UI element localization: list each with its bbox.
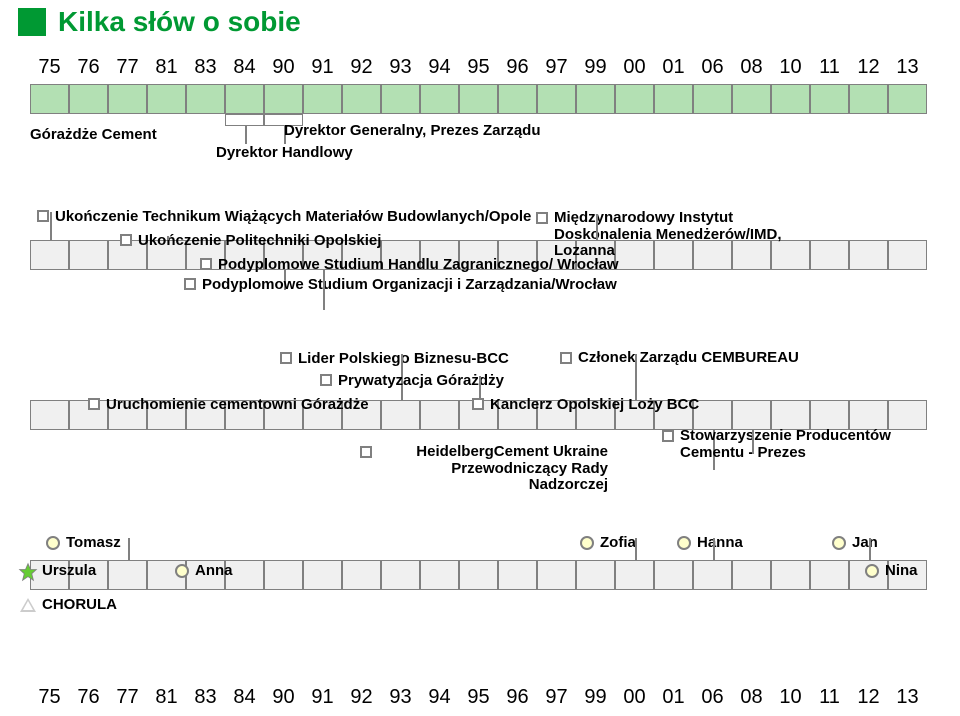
year-label: 91 bbox=[303, 56, 342, 79]
chorula-label: CHORULA bbox=[42, 596, 117, 613]
year-label: 10 bbox=[771, 56, 810, 79]
year-label: 08 bbox=[732, 686, 771, 709]
achievement-item-label: HeidelbergCement UkrainePrzewodniczący R… bbox=[378, 444, 608, 494]
family-member-label: Zofia bbox=[600, 534, 636, 551]
education-item-label: Międzynarodowy Instytut Doskonalenia Men… bbox=[554, 210, 824, 260]
family-member-label: Nina bbox=[885, 562, 918, 579]
year-label: 81 bbox=[147, 56, 186, 79]
year-axis-top: 7576778183849091929394959697990001060810… bbox=[30, 56, 927, 79]
year-label: 12 bbox=[849, 56, 888, 79]
year-label: 13 bbox=[888, 686, 927, 709]
year-label: 75 bbox=[30, 686, 69, 709]
circle-marker-icon bbox=[832, 536, 846, 550]
year-label: 93 bbox=[381, 56, 420, 79]
square-marker-icon bbox=[662, 430, 674, 442]
year-label: 10 bbox=[771, 686, 810, 709]
year-label: 83 bbox=[186, 56, 225, 79]
square-marker-icon bbox=[472, 398, 484, 410]
year-label: 94 bbox=[420, 686, 459, 709]
year-label: 84 bbox=[225, 56, 264, 79]
year-label: 06 bbox=[693, 56, 732, 79]
role-trade-director: Dyrektor Handlowy bbox=[216, 144, 353, 161]
career-band bbox=[30, 84, 927, 114]
year-label: 97 bbox=[537, 686, 576, 709]
urszula-label: Urszula bbox=[42, 562, 96, 579]
year-label: 93 bbox=[381, 686, 420, 709]
square-marker-icon bbox=[37, 210, 49, 222]
year-label: 08 bbox=[732, 56, 771, 79]
page-title: Kilka słów o sobie bbox=[18, 6, 301, 38]
square-marker-icon bbox=[360, 446, 372, 458]
year-label: 90 bbox=[264, 686, 303, 709]
education-item-label: Ukończenie Technikum Wiążących Materiałó… bbox=[55, 208, 531, 225]
year-label: 94 bbox=[420, 56, 459, 79]
family-band bbox=[30, 560, 927, 590]
circle-marker-icon bbox=[865, 564, 879, 578]
year-label: 95 bbox=[459, 56, 498, 79]
circle-marker-icon bbox=[580, 536, 594, 550]
year-label: 83 bbox=[186, 686, 225, 709]
year-label: 00 bbox=[615, 56, 654, 79]
year-label: 77 bbox=[108, 56, 147, 79]
year-label: 96 bbox=[498, 56, 537, 79]
year-label: 90 bbox=[264, 56, 303, 79]
square-marker-icon bbox=[88, 398, 100, 410]
year-label: 76 bbox=[69, 686, 108, 709]
square-marker-icon bbox=[200, 258, 212, 270]
title-text: Kilka słów o sobie bbox=[58, 6, 301, 38]
circle-marker-icon bbox=[677, 536, 691, 550]
star-icon bbox=[18, 562, 38, 587]
circle-marker-icon bbox=[175, 564, 189, 578]
triangle-icon bbox=[20, 598, 36, 612]
year-label: 06 bbox=[693, 686, 732, 709]
achievement-item-label: Uruchomienie cementowni Górażdże bbox=[106, 396, 369, 413]
year-label: 95 bbox=[459, 686, 498, 709]
family-member-label: Tomasz bbox=[66, 534, 121, 551]
family-member-label: Hanna bbox=[697, 534, 743, 551]
square-marker-icon bbox=[536, 212, 548, 224]
achievement-item-label: Członek Zarządu CEMBUREAU bbox=[578, 350, 808, 367]
family-member-label: Jan bbox=[852, 534, 878, 551]
education-item-label: Podyplomowe Studium Organizacji i Zarząd… bbox=[202, 276, 617, 293]
year-label: 91 bbox=[303, 686, 342, 709]
achievement-item-label: Stowarzyszenie Producentów Cementu - Pre… bbox=[680, 428, 910, 461]
education-item-label: Ukończenie Politechniki Opolskiej bbox=[138, 232, 381, 249]
square-marker-icon bbox=[120, 234, 132, 246]
year-axis-bottom: 7576778183849091929394959697990001060810… bbox=[30, 686, 927, 709]
square-marker-icon bbox=[184, 278, 196, 290]
year-label: 77 bbox=[108, 686, 147, 709]
year-label: 99 bbox=[576, 686, 615, 709]
achievement-item-label: Kanclerz Opolskiej Loży BCC bbox=[490, 396, 699, 413]
title-square-icon bbox=[18, 8, 46, 36]
role-general-director: Dyrektor Generalny, Prezes Zarządu bbox=[284, 122, 541, 139]
year-label: 75 bbox=[30, 56, 69, 79]
square-marker-icon bbox=[280, 352, 292, 364]
year-label: 84 bbox=[225, 686, 264, 709]
year-label: 97 bbox=[537, 56, 576, 79]
year-label: 92 bbox=[342, 56, 381, 79]
year-label: 12 bbox=[849, 686, 888, 709]
year-label: 96 bbox=[498, 686, 537, 709]
year-label: 00 bbox=[615, 686, 654, 709]
square-marker-icon bbox=[320, 374, 332, 386]
year-label: 76 bbox=[69, 56, 108, 79]
gorazdze-cement-label: Górażdże Cement bbox=[30, 126, 157, 143]
year-label: 99 bbox=[576, 56, 615, 79]
year-label: 11 bbox=[810, 56, 849, 79]
year-label: 11 bbox=[810, 686, 849, 709]
year-label: 01 bbox=[654, 686, 693, 709]
achievement-item-label: Lider Polskiego Biznesu-BCC bbox=[298, 350, 509, 367]
year-label: 01 bbox=[654, 56, 693, 79]
family-member-label: Anna bbox=[195, 562, 233, 579]
year-label: 92 bbox=[342, 686, 381, 709]
square-marker-icon bbox=[560, 352, 572, 364]
year-label: 81 bbox=[147, 686, 186, 709]
year-label: 13 bbox=[888, 56, 927, 79]
circle-marker-icon bbox=[46, 536, 60, 550]
